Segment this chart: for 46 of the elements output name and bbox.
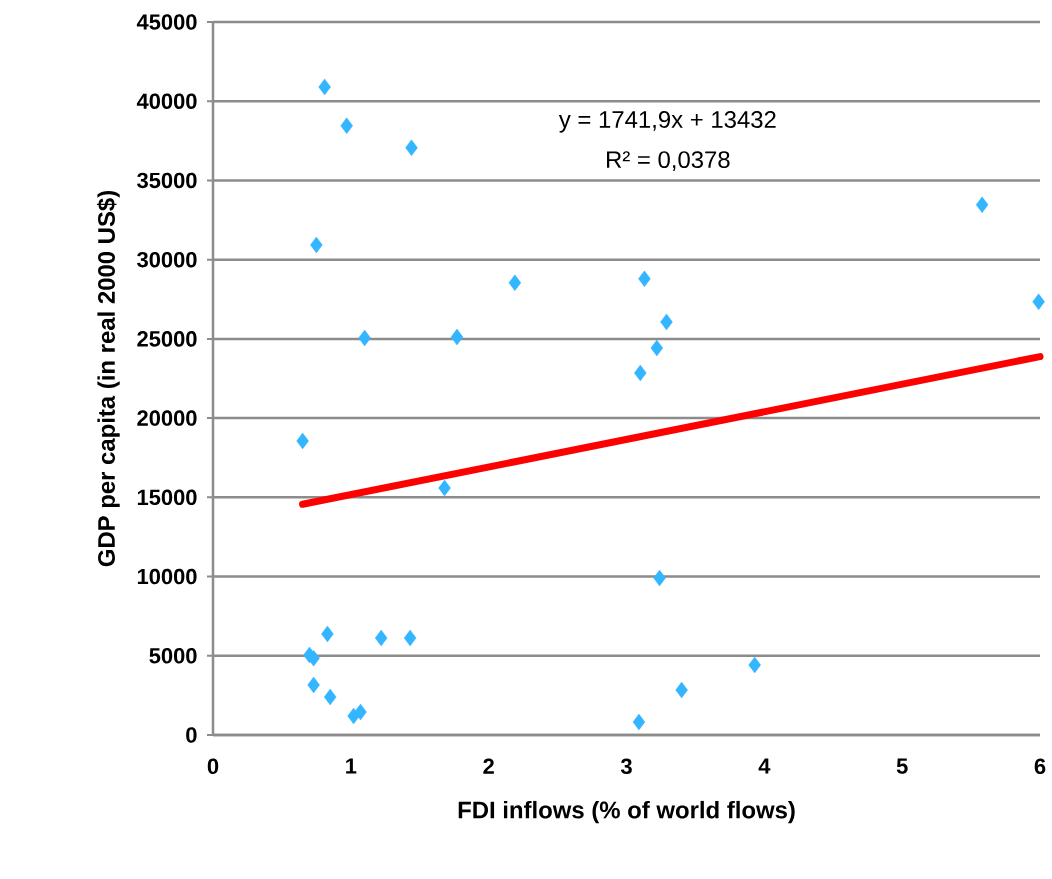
y-tick-label: 30000	[137, 251, 197, 268]
point	[403, 629, 417, 647]
point	[675, 681, 688, 699]
point	[374, 629, 388, 647]
point	[450, 328, 464, 346]
point	[660, 313, 673, 331]
x-tick-label: 1	[346, 758, 357, 774]
point	[354, 703, 367, 721]
point	[508, 274, 522, 291]
y-tick-label: 10000	[137, 568, 197, 585]
point	[318, 78, 331, 96]
x-tick-label: 3	[620, 758, 632, 775]
point	[634, 364, 647, 382]
y-tick-label: 35000	[137, 172, 197, 189]
point	[296, 432, 309, 450]
point	[438, 479, 451, 497]
point	[307, 676, 320, 694]
x-tick-label: 0	[207, 758, 219, 775]
y-tick-label: 40000	[136, 93, 197, 109]
point	[653, 569, 666, 587]
x-tick-label: 6	[1034, 758, 1046, 775]
x-tick-label: 5	[896, 758, 908, 774]
point	[321, 625, 334, 643]
x-axis-title: FDI inflows (% of world flows)	[458, 800, 795, 824]
y-axis-title: GDP per capita (in real 2000 US$)	[96, 191, 120, 567]
point	[323, 688, 337, 706]
x-tick-label: 4	[758, 758, 771, 774]
y-tick-label: 0	[186, 727, 197, 743]
point	[358, 329, 371, 347]
x-tick-label: 2	[483, 758, 494, 774]
annotation: R² = 0,0378	[607, 151, 730, 171]
point	[405, 139, 418, 156]
point	[748, 656, 761, 674]
y-tick-label: 45000	[136, 14, 197, 30]
y-tick-label: 20000	[137, 410, 197, 426]
point	[310, 236, 323, 254]
point	[632, 713, 646, 731]
point	[340, 117, 353, 134]
point	[1032, 293, 1045, 311]
y-tick-label: 15000	[137, 489, 197, 506]
y-tick-label: 25000	[137, 331, 197, 347]
point	[650, 339, 664, 357]
annotation: y = 1741,9x + 13432	[558, 110, 776, 133]
point	[975, 196, 989, 214]
y-tick-label: 5000	[149, 648, 197, 664]
point	[638, 270, 651, 288]
